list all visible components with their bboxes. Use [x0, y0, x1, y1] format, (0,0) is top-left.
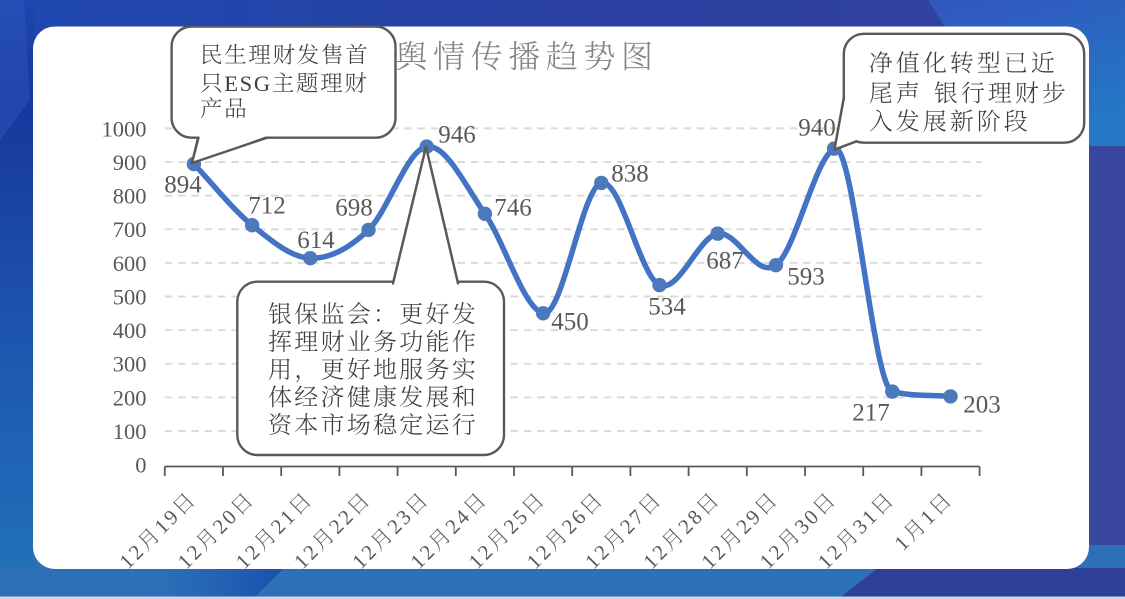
- svg-text:700: 700: [113, 217, 147, 242]
- svg-text:894: 894: [164, 172, 202, 199]
- svg-text:450: 450: [551, 308, 589, 335]
- svg-text:203: 203: [963, 391, 1001, 418]
- svg-text:217: 217: [852, 399, 890, 426]
- svg-text:838: 838: [611, 160, 649, 187]
- svg-text:593: 593: [787, 263, 825, 290]
- svg-text:ESG: ESG: [224, 71, 272, 96]
- svg-text:946: 946: [438, 121, 476, 148]
- svg-text:687: 687: [706, 247, 744, 274]
- svg-text:900: 900: [113, 150, 147, 175]
- svg-text:400: 400: [113, 318, 147, 343]
- svg-text:0: 0: [135, 453, 146, 478]
- svg-text:600: 600: [113, 251, 147, 276]
- svg-text:200: 200: [113, 385, 147, 410]
- svg-text:614: 614: [297, 227, 335, 254]
- svg-text:800: 800: [113, 184, 147, 209]
- svg-text:300: 300: [113, 352, 147, 377]
- svg-text:940: 940: [798, 114, 836, 141]
- svg-text:100: 100: [113, 419, 147, 444]
- svg-text:1000: 1000: [102, 116, 147, 141]
- svg-text:500: 500: [113, 284, 147, 309]
- svg-text:698: 698: [335, 194, 373, 221]
- svg-text:712: 712: [248, 193, 286, 220]
- svg-text:746: 746: [494, 194, 532, 221]
- svg-text:534: 534: [648, 293, 686, 320]
